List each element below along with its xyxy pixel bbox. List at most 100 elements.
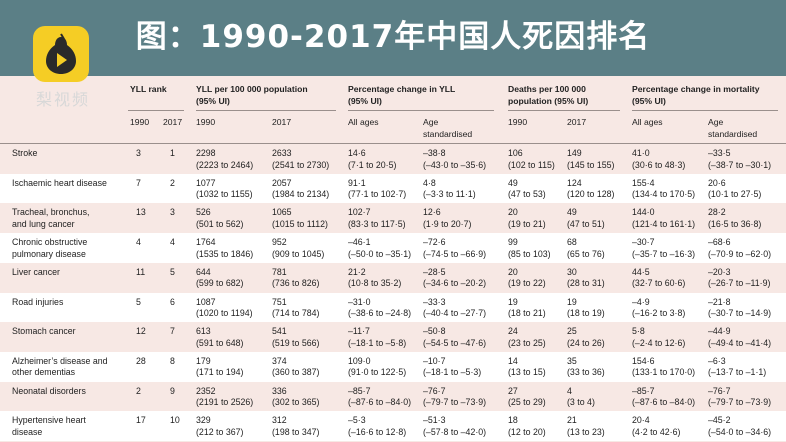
yll-1990-line: 1087 <box>196 296 216 307</box>
deaths-2017-line: (120 to 128) <box>567 189 615 200</box>
pct-mort-std-line: 20·6 <box>708 177 726 188</box>
yll-1990-line: 644 <box>196 266 211 277</box>
pct-mort-all: 44·5 (32·7 to 60·6) <box>632 267 685 290</box>
yll-2017-line: 374 <box>272 355 287 366</box>
rank-1990: 3 <box>136 148 141 160</box>
yll-1990: 644 (599 to 682) <box>196 267 243 290</box>
pct-mort-all-line: –4·9 <box>632 296 650 307</box>
yll-2017-line: (1015 to 1112) <box>272 218 328 229</box>
yll-1990-line: (1032 to 1155) <box>196 189 253 200</box>
pct-yll-all-line: –11·7 <box>348 326 370 337</box>
cause-name-line: pulmonary disease <box>12 248 86 259</box>
pct-yll-all: 91·1 (77·1 to 102·7) <box>348 178 406 201</box>
cause-name-line: Alzheimer’s disease and <box>12 355 108 366</box>
pct-mort-std-line: (–30·7 to –14·9) <box>708 308 772 318</box>
pct-yll-all-line: (–38·6 to –24·8) <box>348 308 412 318</box>
header-pct-yll-ui: (95% UI) <box>348 96 382 106</box>
cause-name: Liver cancer <box>12 267 60 279</box>
rank-1990: 4 <box>136 237 141 249</box>
deaths-1990-line: (102 to 115) <box>508 159 555 170</box>
yll-2017: 2633 (2541 to 2730) <box>272 148 329 171</box>
subheader-standardised: standardised <box>423 129 473 139</box>
deaths-1990: 14 (13 to 15) <box>508 356 546 379</box>
deaths-2017: 19 (18 to 19) <box>567 297 605 320</box>
pct-yll-std-line: –33·3 <box>423 296 446 307</box>
pct-mort-std: –21·8 (–30·7 to –14·9) <box>708 297 771 320</box>
header-rule <box>196 110 336 111</box>
deaths-2017-line: (65 to 76) <box>567 248 605 259</box>
deaths-2017: 124 (120 to 128) <box>567 178 614 201</box>
deaths-2017-line: (18 to 19) <box>567 308 605 318</box>
deaths-2017-line: (24 to 26) <box>567 337 605 348</box>
rank-1990: 2 <box>136 386 141 398</box>
deaths-1990-line: (85 to 103) <box>508 248 551 259</box>
pct-yll-std-line: (–34·6 to –20·2) <box>423 278 487 289</box>
pct-yll-all: –46·1 (–50·0 to –35·1) <box>348 237 411 260</box>
pct-mort-all: 41·0 (30·6 to 48·3) <box>632 148 685 171</box>
rank-1990: 28 <box>136 356 146 368</box>
rank-2017: 1 <box>170 148 175 160</box>
yll-2017-line: 751 <box>272 296 287 307</box>
pct-mort-all-line: (–35·7 to –16·3) <box>632 248 696 259</box>
pct-yll-all-line: (–18·1 to –5·8) <box>348 337 407 348</box>
subheader-1990: 1990 <box>508 117 528 127</box>
yll-2017-line: (714 to 784) <box>272 308 320 318</box>
rank-2017: 4 <box>170 237 175 249</box>
rank-1990-line: 17 <box>136 415 146 426</box>
deaths-2017: 30 (28 to 31) <box>567 267 605 290</box>
cause-name-line: Stroke <box>12 148 38 158</box>
pct-yll-all: 14·6 (7·1 to 20·5) <box>348 148 396 171</box>
subheader-2017: 2017 <box>567 117 587 127</box>
yll-2017-line: (519 to 566) <box>272 337 320 348</box>
pct-mort-all-line: (–2·4 to 12·6) <box>632 337 686 348</box>
subheader-age: Age <box>423 117 439 127</box>
yll-2017: 2057 (1984 to 2134) <box>272 178 329 201</box>
pct-mort-all: –4·9 (–16·2 to 3·8) <box>632 297 685 320</box>
table-row: Ischaemic heart disease 7 2 1077 (1032 to 11… <box>0 173 786 204</box>
pct-mort-all-line: (121·4 to 161·1) <box>632 218 696 229</box>
pct-mort-std-line: –68·6 <box>708 237 731 248</box>
rank-2017-line: 2 <box>170 177 175 188</box>
subheader-age: Age <box>708 117 724 127</box>
pct-mort-all-line: 154·6 <box>632 355 655 366</box>
pct-mort-std-line: –45·2 <box>708 415 731 426</box>
cause-name-line: Chronic obstructive <box>12 237 88 248</box>
yll-1990-line: 2352 <box>196 385 216 396</box>
deaths-2017: 21 (13 to 23) <box>567 415 605 438</box>
pct-yll-all-line: 14·6 <box>348 148 366 158</box>
yll-1990-line: 613 <box>196 326 211 337</box>
deaths-1990-line: 106 <box>508 148 523 158</box>
pct-yll-std-line: (–74·5 to –66·9) <box>423 248 487 259</box>
yll-2017-line: 312 <box>272 415 287 426</box>
yll-2017-line: 2057 <box>272 177 292 188</box>
pct-yll-std: –10·7 (–18·1 to –5·3) <box>423 356 481 379</box>
pct-mort-all-line: 5·8 <box>632 326 645 337</box>
pct-mort-std-line: –44·9 <box>708 326 731 337</box>
deaths-1990-line: 18 <box>508 415 518 426</box>
subheader-1990: 1990 <box>196 117 216 127</box>
pct-mort-std: –6·3 (–13·7 to –1·1) <box>708 356 766 379</box>
subheader-all-ages: All ages <box>632 117 663 127</box>
yll-2017-line: 781 <box>272 266 287 277</box>
header-deaths: Deaths per 100 000 <box>508 84 586 94</box>
yll-2017-line: 1065 <box>272 207 292 218</box>
pct-mort-std-line: (–54·0 to –34·6) <box>708 426 772 437</box>
rank-1990: 5 <box>136 297 141 309</box>
deaths-2017-line: (3 to 4) <box>567 397 595 408</box>
cause-name: Road injuries <box>12 297 63 309</box>
subheader-standardised: standardised <box>708 129 758 139</box>
pct-mort-all: 20·4 (4·2 to 42·6) <box>632 415 680 438</box>
pct-mort-all-line: 44·5 <box>632 266 650 277</box>
pct-mort-all-line: 20·4 <box>632 415 650 426</box>
cause-name: Hypertensive heart disease <box>12 415 86 438</box>
pct-mort-std-line: –76·7 <box>708 385 731 396</box>
pct-mort-all-line: (–16·2 to 3·8) <box>632 308 686 318</box>
deaths-1990: 20 (19 to 22) <box>508 267 546 290</box>
data-table: YLL rank YLL per 100 000 population (95%… <box>0 76 786 442</box>
header-yll-rank: YLL rank <box>130 84 167 94</box>
pct-yll-all: 109·0 (91·0 to 122·5) <box>348 356 406 379</box>
yll-1990-line: (2223 to 2464) <box>196 159 254 170</box>
rank-1990-line: 5 <box>136 296 141 307</box>
pct-yll-all: –5·3 (–16·6 to 12·8) <box>348 415 406 438</box>
pct-yll-std-line: –50·8 <box>423 326 446 337</box>
